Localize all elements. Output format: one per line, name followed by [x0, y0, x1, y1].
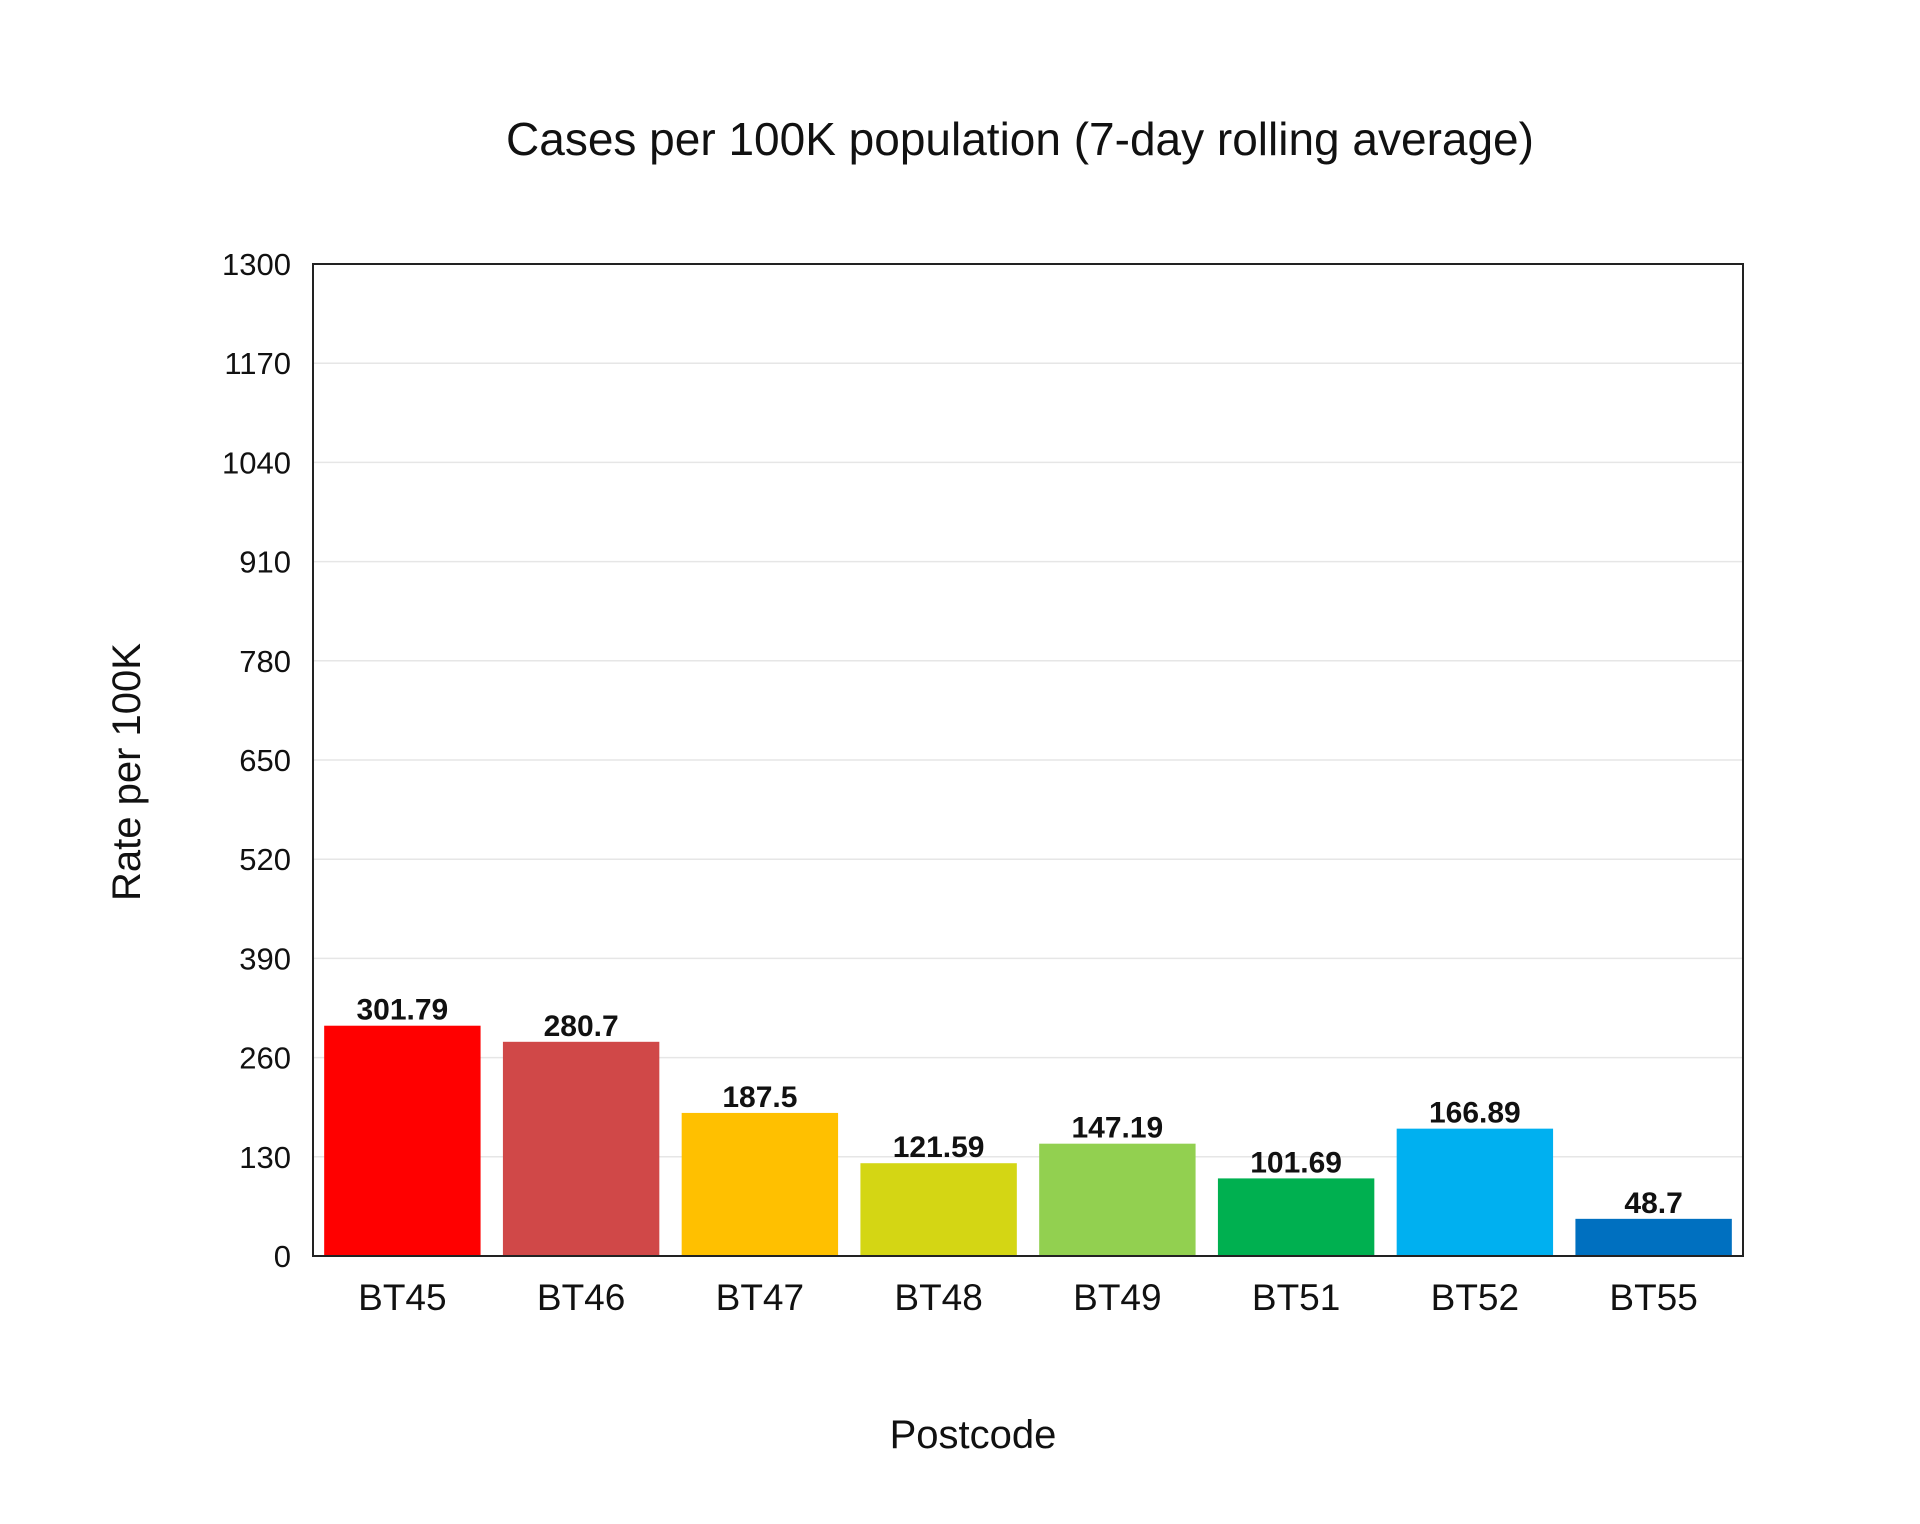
data-label-bt47: 187.5: [722, 1081, 797, 1114]
y-tick-label: 780: [239, 644, 291, 679]
y-axis-label: Rate per 100K: [105, 643, 149, 901]
y-axis-ticks: 0 130 260 390 520 650 780 910 1040 1170 1300: [222, 247, 291, 1274]
bar-bt49: [1039, 1143, 1196, 1256]
y-tick-label: 1300: [222, 247, 291, 282]
gridlines: [313, 362, 1743, 1158]
data-label-bt51: 101.69: [1250, 1146, 1342, 1179]
bar-bt46: [502, 1041, 660, 1256]
y-tick-label: 910: [239, 545, 291, 580]
data-labels: 301.79 280.7 187.5 121.59 147.19 101.69 166.89…: [356, 994, 1682, 1220]
x-axis-ticks: BT45 BT46 BT47 BT48 BT49 BT51 BT52 BT55: [358, 1277, 1698, 1318]
data-label-bt48: 121.59: [893, 1131, 985, 1164]
y-tick-label: 650: [239, 743, 291, 778]
x-tick-label-bt51: BT51: [1252, 1277, 1340, 1318]
chart-title: Cases per 100K population (7-day rolling…: [506, 113, 1534, 165]
x-axis-label: Postcode: [890, 1413, 1057, 1457]
plot-frame: [312, 263, 1744, 1257]
y-tick-label: 1040: [222, 445, 291, 480]
bar-bt47: [681, 1112, 839, 1256]
x-tick-label-bt46: BT46: [537, 1277, 625, 1318]
y-tick-label: 1170: [224, 346, 291, 381]
x-tick-label-bt52: BT52: [1431, 1277, 1519, 1318]
x-tick-label-bt49: BT49: [1073, 1277, 1161, 1318]
x-tick-label-bt47: BT47: [716, 1277, 804, 1318]
x-tick-label-bt48: BT48: [894, 1277, 982, 1318]
y-tick-label: 130: [239, 1140, 291, 1175]
x-tick-label-bt55: BT55: [1609, 1277, 1697, 1318]
bar-bt45: [324, 1025, 481, 1256]
bar-bt48: [860, 1163, 1017, 1256]
y-tick-label: 520: [239, 842, 291, 877]
y-tick-label: 0: [274, 1239, 291, 1274]
bar-bt52: [1396, 1128, 1554, 1256]
bars: [324, 1025, 1732, 1256]
bar-bt55: [1575, 1218, 1732, 1256]
bar-bt51: [1217, 1178, 1375, 1256]
data-label-bt52: 166.89: [1429, 1097, 1521, 1130]
data-label-bt45: 301.79: [356, 994, 448, 1027]
y-tick-label: 260: [239, 1041, 291, 1076]
data-label-bt55: 48.7: [1624, 1187, 1682, 1220]
data-label-bt46: 280.7: [544, 1010, 619, 1043]
data-label-bt49: 147.19: [1071, 1112, 1163, 1145]
x-tick-label-bt45: BT45: [358, 1277, 446, 1318]
y-tick-label: 390: [239, 941, 291, 976]
